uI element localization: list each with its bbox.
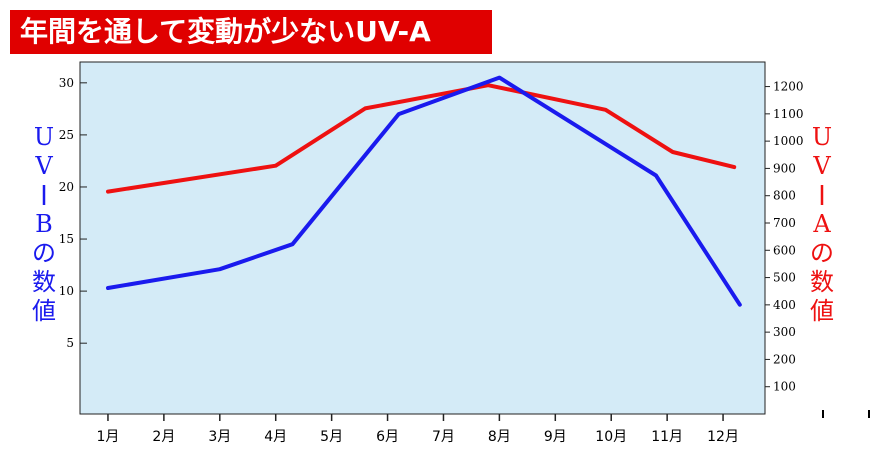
x-tick-label: 12月 [707, 429, 739, 445]
right-axis-label-char: 数 [810, 268, 834, 296]
x-tick-label: 7月 [432, 429, 455, 445]
uvb-series-line [106, 75, 742, 307]
left-axis-label-char: V [34, 152, 53, 180]
x-tick-label: 5月 [320, 429, 343, 445]
left-tick-label: 5 [66, 336, 74, 350]
right-tick-label: 300 [773, 325, 796, 339]
left-tick-label: 10 [59, 284, 74, 298]
x-tick-label: 11月 [651, 429, 683, 445]
right-axis-label-char: V [812, 152, 831, 180]
stray-marks [822, 410, 870, 418]
series-layer [106, 75, 742, 307]
right-axis-ticks: 100 200 300 400 500 600 700 800 900 1000 1100 1200 [765, 80, 804, 394]
plot-area [79, 61, 766, 415]
left-axis-label-char: U [34, 123, 54, 151]
right-axis-label-char: U [812, 123, 832, 151]
right-tick-label: 200 [773, 352, 796, 366]
right-tick-label: 600 [773, 243, 796, 257]
chart-title: 年間を通して変動が少ないUV-A [10, 10, 492, 54]
uva-series-line [106, 83, 737, 194]
left-tick-label: 20 [59, 180, 74, 194]
right-tick-label: 100 [773, 380, 796, 394]
x-tick-label: 2月 [152, 429, 175, 445]
right-tick-label: 400 [773, 298, 796, 312]
right-tick-label: 1100 [773, 107, 804, 121]
x-tick-label: 3月 [208, 429, 231, 445]
left-tick-label: 25 [59, 128, 74, 142]
x-tick-label: 9月 [544, 429, 567, 445]
right-tick-label: 700 [773, 216, 796, 230]
right-axis-label-char: A [812, 210, 831, 238]
right-tick-label: 900 [773, 161, 796, 175]
right-axis-label-char: の [810, 239, 834, 267]
right-tick-label: 500 [773, 271, 796, 285]
left-axis-label-char: B [35, 210, 53, 238]
left-axis-label-char: の [32, 239, 56, 267]
right-tick-label: 1200 [773, 80, 804, 94]
x-tick-label: 10月 [595, 429, 627, 445]
x-axis-ticks: 1月 2月 3月 4月 5月 6月 7月 8月 9月 10月 11月 12月 [96, 414, 739, 445]
left-axis-ticks: 5 10 15 20 25 30 [59, 76, 87, 350]
left-axis-label-char: 数 [32, 268, 56, 296]
x-tick-label: 1月 [96, 429, 119, 445]
left-axis-label-char: 値 [32, 297, 56, 325]
x-tick-label: 6月 [376, 429, 399, 445]
x-tick-label: 8月 [488, 429, 511, 445]
right-tick-label: 1000 [773, 134, 804, 148]
left-tick-label: 30 [59, 76, 74, 90]
x-tick-label: 4月 [264, 429, 287, 445]
right-tick-label: 800 [773, 189, 796, 203]
left-tick-label: 15 [59, 232, 74, 246]
right-axis-label-char: 値 [810, 297, 834, 325]
